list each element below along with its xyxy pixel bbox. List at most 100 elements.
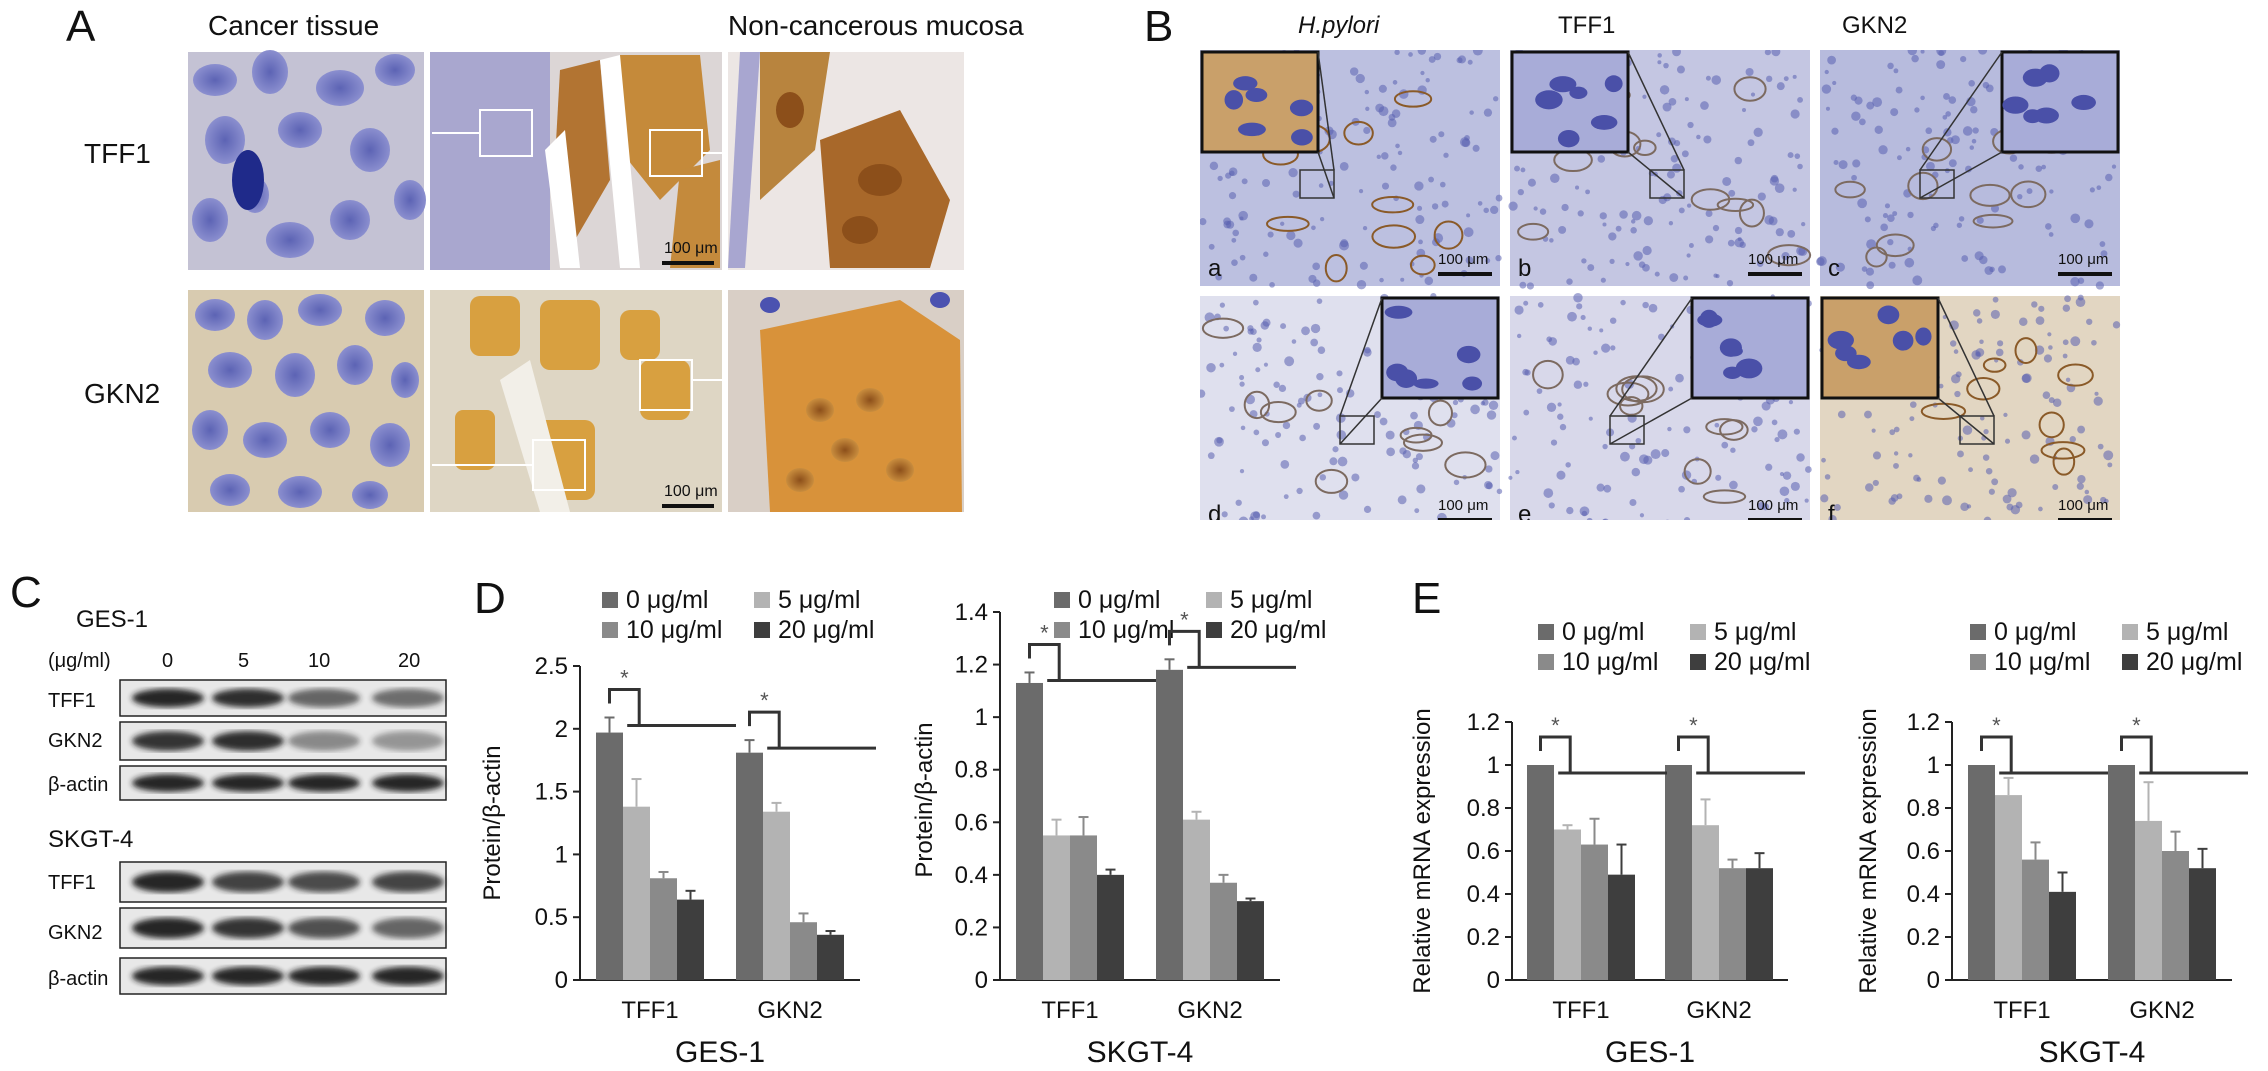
bar	[1527, 765, 1554, 980]
bar	[1016, 682, 1043, 980]
y-tick-label: 0.8	[1907, 795, 1940, 822]
legend-label: 20 μg/ml	[2146, 648, 2242, 676]
y-tick-label: 0	[975, 967, 988, 994]
blot-band	[372, 917, 444, 939]
x-tick-label: GKN2	[1686, 997, 1751, 1024]
panel-e-letter: E	[1412, 574, 1442, 623]
legend-swatch	[602, 592, 618, 608]
blot-band	[212, 917, 284, 939]
panel-b-col-tff1: TFF1	[1558, 12, 1616, 39]
y-tick-label: 1.2	[1467, 709, 1500, 736]
sig-bracket	[748, 710, 781, 749]
legend-swatch	[1054, 592, 1070, 608]
x-tick-label: TFF1	[1552, 997, 1609, 1024]
blot-strip	[119, 957, 447, 995]
blot-band	[212, 688, 284, 708]
bar	[1581, 844, 1608, 980]
b-tile-a: 100 μm a	[1200, 50, 1503, 290]
x-axis-label: GES-1	[1605, 1036, 1695, 1069]
b-sublabel: f	[1828, 501, 1835, 520]
c-dose-label: (μg/ml)	[48, 650, 111, 672]
chart-E-SKGT4: 0 0.2 0.4 0.6 0.8 1 1.2 Relative mRNA expressio…	[1855, 618, 2248, 1069]
c-ges1-tff1-label: TFF1	[48, 690, 96, 712]
sig-star: *	[760, 688, 769, 713]
y-tick-label: 1.4	[955, 599, 988, 626]
blot-band	[132, 917, 204, 939]
bar	[1156, 669, 1183, 980]
b-sublabel: c	[1828, 255, 1840, 282]
sig-star: *	[2132, 713, 2141, 738]
y-tick-label: 0.4	[1907, 881, 1940, 908]
a-gkn2-overview-image	[430, 290, 722, 512]
sig-bracket	[1168, 629, 1201, 668]
blot-band	[212, 966, 284, 986]
y-axis-label: Relative mRNA expression	[1855, 708, 1882, 993]
y-tick-label: 0.6	[955, 809, 988, 836]
chart-D-SKGT4: 0 0.2 0.4 0.6 0.8 1 1.2 1.4 Protein/β-actin TFF1 G…	[911, 586, 1326, 1069]
panel-a-row-gkn2: GKN2	[84, 378, 161, 409]
y-tick-label: 0.4	[1467, 881, 1500, 908]
y-tick-label: 0.8	[1467, 795, 1500, 822]
legend-label: 10 μg/ml	[1562, 648, 1658, 676]
legend-label: 0 μg/ml	[1078, 586, 1160, 614]
panel-b-col-gkn2: GKN2	[1842, 12, 1908, 39]
y-tick-label: 2	[555, 716, 568, 743]
chart-D-GES1: 0 0.5 1 1.5 2 2.5 Protein/β-actin TFF1 GKN2 GES-1…	[479, 586, 876, 1069]
y-tick-label: 1	[975, 704, 988, 731]
x-tick-label: TFF1	[1041, 997, 1098, 1024]
y-tick-label: 0.5	[535, 904, 568, 931]
bar	[1968, 765, 1995, 980]
bar	[623, 806, 650, 980]
legend-label: 20 μg/ml	[778, 616, 874, 644]
legend-swatch	[1538, 624, 1554, 640]
blot-band	[288, 774, 360, 792]
bar	[763, 811, 790, 980]
bar	[1746, 868, 1773, 980]
legend-swatch	[1054, 622, 1070, 638]
legend-swatch	[1206, 592, 1222, 608]
c-ges1-actin-label: β-actin	[48, 774, 109, 796]
panel-c-letter: C	[10, 568, 42, 617]
y-tick-label: 0.6	[1907, 838, 1940, 865]
b-tile-f: 100 μm f	[1819, 294, 2121, 520]
x-axis-label: SKGT-4	[1087, 1036, 1194, 1069]
legend-label: 0 μg/ml	[1562, 618, 1644, 646]
blot-band	[372, 731, 444, 751]
b-scale-text: 100 μm	[1748, 497, 1798, 514]
blot-band	[132, 966, 204, 986]
c-cell-skgt4: SKGT-4	[48, 826, 134, 853]
b-sublabel: e	[1518, 501, 1531, 520]
legend-label: 10 μg/ml	[1994, 648, 2090, 676]
bar	[1097, 874, 1124, 980]
c-skgt4-gkn2-label: GKN2	[48, 922, 103, 944]
blot-band	[288, 688, 360, 708]
b-scale-text: 100 μm	[1438, 497, 1488, 514]
a-tff1-noncancer-image	[728, 52, 964, 270]
panel-a-letter: A	[66, 2, 96, 51]
legend-swatch	[2122, 624, 2138, 640]
panel-b-letter: B	[1144, 2, 1174, 51]
blot-band	[132, 731, 204, 751]
blot-band	[372, 774, 444, 792]
c-dose-20: 20	[398, 650, 421, 672]
y-tick-label: 0.4	[955, 862, 988, 889]
blot-band	[372, 871, 444, 893]
a-gkn2-noncancer-image	[728, 290, 964, 512]
bar	[1183, 819, 1210, 980]
blot-band	[132, 688, 204, 708]
legend-swatch	[1206, 622, 1222, 638]
y-tick-label: 0.2	[1907, 924, 1940, 951]
bar	[1995, 795, 2022, 980]
sig-star: *	[1689, 713, 1698, 738]
y-axis-label: Protein/β-actin	[479, 745, 506, 900]
bar	[650, 878, 677, 980]
legend-label: 5 μg/ml	[778, 586, 860, 614]
a-gkn2-cancer-image	[188, 290, 424, 512]
legend-swatch	[1970, 624, 1986, 640]
c-skgt4-tff1-label: TFF1	[48, 872, 96, 894]
y-tick-label: 0	[1927, 967, 1940, 994]
blot-band	[372, 688, 444, 708]
c-cell-ges1: GES-1	[76, 606, 149, 633]
